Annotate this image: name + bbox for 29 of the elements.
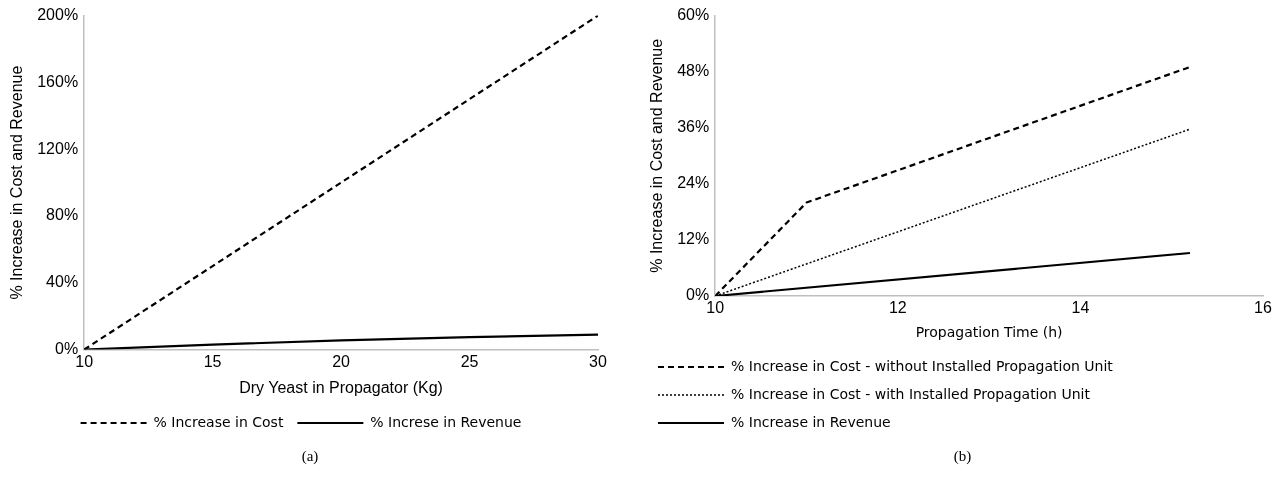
y-tick-label: 80% xyxy=(46,206,79,224)
x-tick-label: 15 xyxy=(203,352,222,370)
x-tick-label: 25 xyxy=(460,352,479,370)
legend-label: % Increase in Revenue xyxy=(731,413,891,430)
y-tick-label: 48% xyxy=(677,62,710,80)
legend-label: % Increase in Cost - without Installed Propagation Unit xyxy=(731,357,1114,374)
x-tick-label: 30 xyxy=(589,352,607,370)
y-tick-label: 36% xyxy=(677,118,710,136)
legend-label: % Increase in Cost xyxy=(153,413,284,430)
y-axis-title: % Increase in Cost and Revenue xyxy=(648,38,666,273)
text: (b) xyxy=(952,448,973,465)
x-tick-label: 12 xyxy=(888,299,907,317)
y-tick-label: 200% xyxy=(37,6,79,24)
y-tick-label: 40% xyxy=(46,273,79,291)
legend-label: % Increse in Revenue xyxy=(370,413,522,430)
x-tick-label: 14 xyxy=(1071,299,1090,317)
x-tick-label: 10 xyxy=(706,299,725,317)
y-tick-label: 12% xyxy=(677,230,710,248)
y-axis-title: % Increase in Cost and Revenue xyxy=(8,65,26,300)
text: (a) xyxy=(300,448,320,465)
x-tick-label: 16 xyxy=(1254,299,1272,317)
y-tick-label: 60% xyxy=(677,6,710,24)
y-tick-label: 160% xyxy=(37,72,79,90)
y-tick-label: 120% xyxy=(37,139,79,157)
x-axis-title: Dry Yeast in Propagator (Kg) xyxy=(239,378,443,396)
x-axis-title: Propagation Time (h) xyxy=(915,324,1063,341)
y-tick-label: 24% xyxy=(677,174,710,192)
x-tick-label: 20 xyxy=(332,352,351,370)
legend-label: % Increase in Cost - with Installed Propagation Unit xyxy=(731,385,1091,402)
